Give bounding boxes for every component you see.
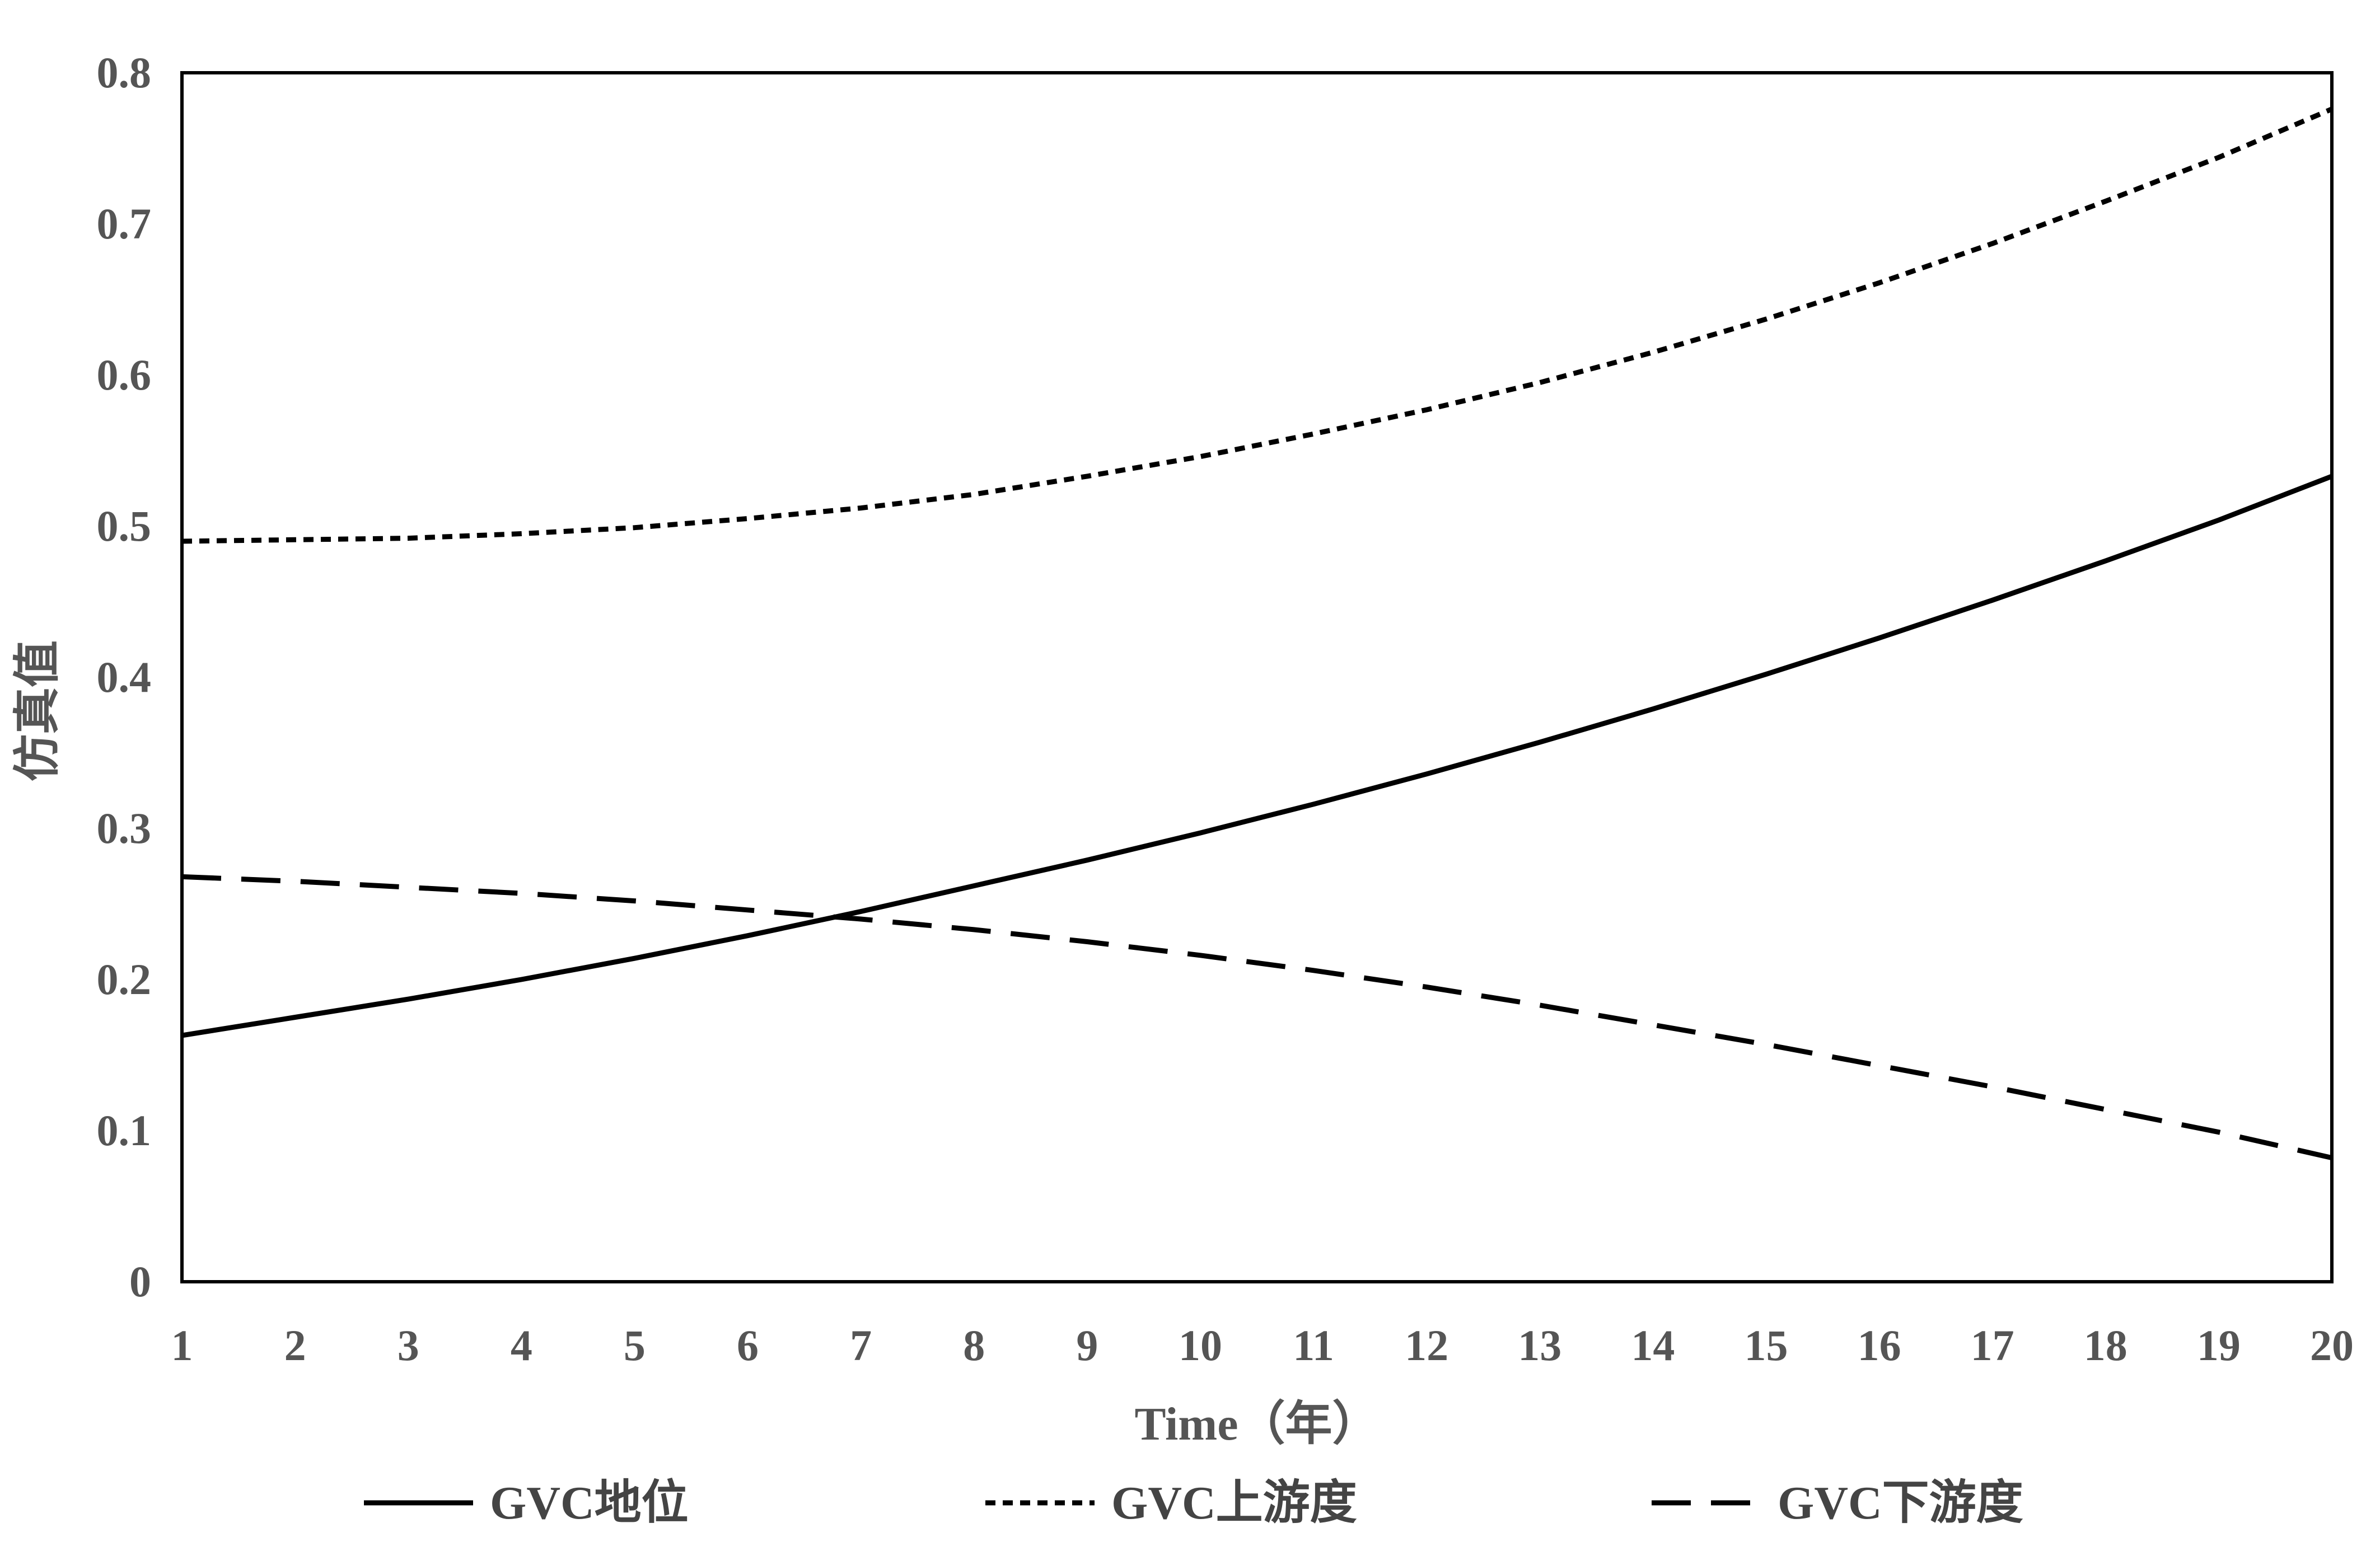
x-tick-label: 9 <box>1076 1321 1098 1370</box>
series-layer <box>181 106 2333 1160</box>
x-tick-label: 5 <box>624 1321 646 1370</box>
legend-label-1: GVC地位 <box>490 1477 689 1529</box>
x-axis-tick-labels: 1 2 3 4 5 6 7 8 9 10 11 12 13 14 15 16 17 18 19 20 <box>171 1321 2354 1370</box>
x-tick-label: 13 <box>1518 1321 1561 1370</box>
x-tick-label: 10 <box>1179 1321 1222 1370</box>
x-tick-label: 2 <box>284 1321 306 1370</box>
legend-label-3: GVC下游度 <box>1778 1477 2023 1529</box>
y-axis-title: 仿真值 <box>12 640 64 781</box>
x-tick-label: 11 <box>1293 1321 1334 1370</box>
series-line-1 <box>181 474 2333 1038</box>
x-tick-label: 1 <box>171 1321 193 1370</box>
x-tick-label: 8 <box>963 1321 985 1370</box>
legend: GVC地位 GVC上游度 GVC下游度 <box>364 1477 2023 1529</box>
legend-label-2: GVC上游度 <box>1111 1477 1357 1529</box>
y-tick-label: 0.4 <box>97 653 152 701</box>
x-tick-label: 14 <box>1631 1321 1675 1370</box>
x-tick-label: 20 <box>2310 1321 2354 1370</box>
series-line-3 <box>181 874 2332 1160</box>
y-tick-label: 0.6 <box>97 350 152 399</box>
x-tick-label: 18 <box>2084 1321 2127 1370</box>
x-tick-label: 4 <box>511 1321 532 1370</box>
y-tick-label: 0.1 <box>97 1106 152 1155</box>
y-tick-label: 0.8 <box>97 48 152 97</box>
y-axis-tick-labels: 0 0.1 0.2 0.3 0.4 0.5 0.6 0.7 0.8 <box>97 48 152 1306</box>
y-tick-label: 0.7 <box>97 199 152 248</box>
x-tick-label: 17 <box>1971 1321 2014 1370</box>
x-tick-label: 19 <box>2197 1321 2241 1370</box>
y-tick-label: 0.5 <box>97 502 152 550</box>
y-tick-label: 0.2 <box>97 955 152 1004</box>
x-tick-label: 16 <box>1858 1321 1901 1370</box>
x-axis-title: Time（年） <box>1134 1398 1379 1450</box>
plot-area <box>180 71 2334 1283</box>
x-tick-label: 15 <box>1744 1321 1788 1370</box>
x-tick-label: 12 <box>1405 1321 1448 1370</box>
x-tick-label: 3 <box>398 1321 419 1370</box>
series-line-2 <box>181 106 2333 544</box>
plot-border <box>180 71 2334 1283</box>
x-tick-label: 7 <box>850 1321 872 1370</box>
x-tick-label: 6 <box>737 1321 759 1370</box>
y-tick-label: 0 <box>129 1257 151 1306</box>
y-tick-label: 0.3 <box>97 804 152 852</box>
